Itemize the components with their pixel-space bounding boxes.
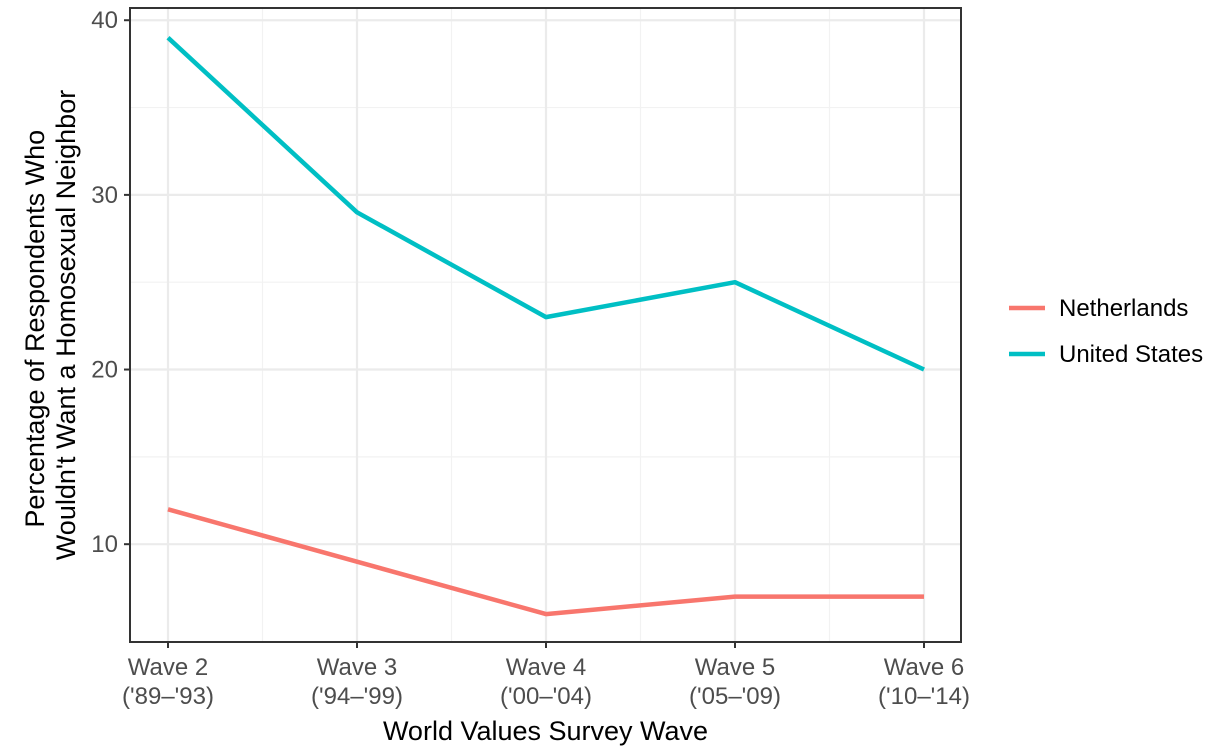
x-tick-label: Wave 6 ('10–'14) xyxy=(878,654,970,710)
legend-item: Netherlands xyxy=(1009,295,1188,322)
legend-label: United States xyxy=(1059,341,1203,368)
y-tick-label: 10 xyxy=(91,531,118,558)
x-tick-label: Wave 2 ('89–'93) xyxy=(122,654,214,710)
x-tick-label-years: ('05–'09) xyxy=(689,683,781,710)
x-tick-label: Wave 5 ('05–'09) xyxy=(689,654,781,710)
x-axis: Wave 2 ('89–'93) Wave 3 ('94–'99) Wave 4 ('00… xyxy=(122,642,970,710)
legend-item: United States xyxy=(1009,341,1203,368)
x-tick-label-wave: Wave 6 xyxy=(884,654,964,681)
x-tick-label: Wave 4 ('00–'04) xyxy=(500,654,592,710)
x-axis-title: World Values Survey Wave xyxy=(383,716,708,746)
y-tick-label: 20 xyxy=(91,357,118,384)
y-tick-label: 30 xyxy=(91,182,118,209)
legend: Netherlands United States xyxy=(1009,295,1203,368)
y-axis-title-line-2: Wouldn't Want a Homosexual Neighbor xyxy=(51,90,81,560)
series-line-united-states xyxy=(166,36,925,372)
x-tick-label: Wave 3 ('94–'99) xyxy=(311,654,403,710)
x-tick-label-years: ('00–'04) xyxy=(500,683,592,710)
x-tick-label-wave: Wave 4 xyxy=(506,654,586,681)
x-tick-label-years: ('89–'93) xyxy=(122,683,214,710)
y-axis-title-line-1: Percentage of Respondents Who xyxy=(20,130,50,528)
y-axis: 10 20 30 40 xyxy=(91,7,130,558)
y-axis-title: Percentage of Respondents Who Wouldn't W… xyxy=(20,90,81,560)
y-tick-label: 40 xyxy=(91,7,118,34)
legend-label: Netherlands xyxy=(1059,295,1188,322)
x-tick-label-wave: Wave 2 xyxy=(128,654,208,681)
series-line-netherlands xyxy=(167,507,924,617)
series-lines xyxy=(166,36,925,617)
major-gridlines xyxy=(130,8,961,642)
x-tick-label-years: ('10–'14) xyxy=(878,683,970,710)
x-tick-label-years: ('94–'99) xyxy=(311,683,403,710)
x-tick-label-wave: Wave 3 xyxy=(317,654,397,681)
x-tick-label-wave: Wave 5 xyxy=(695,654,775,681)
